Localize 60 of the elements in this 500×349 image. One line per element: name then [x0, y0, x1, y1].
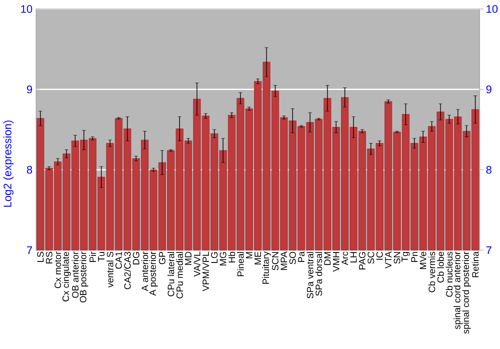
x-tick-label: Cb lobe — [437, 252, 444, 283]
x-tick-label: Cx cingulate — [62, 252, 71, 302]
x-tick-label: VTA — [385, 251, 392, 269]
x-tick-label: A posterior — [149, 252, 158, 296]
x-tick-label: Pineal — [237, 252, 244, 276]
x-tick-label: Retina — [472, 251, 479, 278]
x-tick-label: SO — [289, 252, 296, 264]
x-tick-label: ME — [254, 252, 261, 264]
x-tick-label: Pituitary — [262, 251, 271, 284]
x-tick-label: Tu — [98, 252, 104, 262]
y2-tick-label: 10 — [486, 5, 498, 13]
y2-tick-label: 8 — [486, 166, 492, 174]
x-tick-label: SPa dorsal — [315, 252, 322, 296]
x-tick-label: IC — [376, 252, 383, 260]
y2-tick-label: 9 — [486, 86, 492, 94]
x-tick-label: MPA — [280, 251, 288, 270]
x-tick-label: DM — [324, 252, 331, 265]
x-tick-label: PAG — [358, 252, 366, 270]
x-tick-label: SC — [368, 252, 374, 264]
x-tick-label: Pir — [89, 252, 96, 262]
x-tick-label: Pn — [411, 252, 418, 262]
x-tick-label: ventral S — [106, 252, 114, 288]
x-tick-label: CPu lateral — [167, 252, 174, 296]
x-tick-label: DG — [132, 252, 140, 264]
x-tick-label: LG — [211, 252, 218, 263]
y-tick-label: 10 — [21, 5, 32, 13]
x-tick-label: M — [246, 252, 252, 258]
x-tick-label: Pa — [298, 251, 305, 262]
x-tick-label: Arc — [342, 252, 348, 266]
x-tick-label: SPa ventral — [306, 252, 314, 298]
x-tick-label: CA1 — [115, 252, 122, 269]
x-tick-label: A anterior — [141, 252, 148, 292]
x-tick-label: MD — [185, 252, 192, 265]
y-tick-label: 8 — [26, 166, 32, 174]
x-tick-label: VMH — [332, 252, 340, 272]
y-tick-label: 7 — [27, 246, 32, 254]
x-tick-label: MVe — [420, 252, 426, 270]
x-tick-label: spinal cord posterior — [462, 252, 471, 334]
x-tick-label: VPM/VPL — [202, 252, 210, 292]
x-tick-label: LH — [350, 252, 357, 262]
x-tick-label: Cb nucleus — [446, 252, 453, 297]
x-tick-label: spinal cord anterior — [454, 252, 462, 330]
x-tick-label: OB posterior — [80, 252, 88, 302]
y2-tick-label: 7 — [486, 246, 492, 254]
x-tick-label: SN — [394, 252, 400, 264]
x-tick-label: CA2/CA3 — [124, 252, 131, 290]
y-tick-label: 9 — [26, 86, 32, 94]
x-tick-label: Cb vermis — [428, 252, 436, 292]
x-tick-label: RS — [46, 252, 52, 264]
x-tick-label: VA/VL — [194, 252, 200, 277]
y-axis-title: Log2 (expression) — [3, 120, 14, 207]
x-tick-label: MG — [220, 252, 226, 266]
x-tick-label: Tg — [402, 252, 410, 262]
x-tick-label: Cx motor — [54, 252, 62, 288]
x-tick-label: Hb — [228, 252, 236, 262]
x-tick-label: OB anterior — [72, 252, 79, 298]
x-tick-label: CPu medial — [176, 252, 183, 298]
x-tick-label: SCN — [272, 252, 278, 270]
x-tick-label: GP — [158, 252, 166, 264]
x-tick-label: LS — [37, 252, 44, 262]
